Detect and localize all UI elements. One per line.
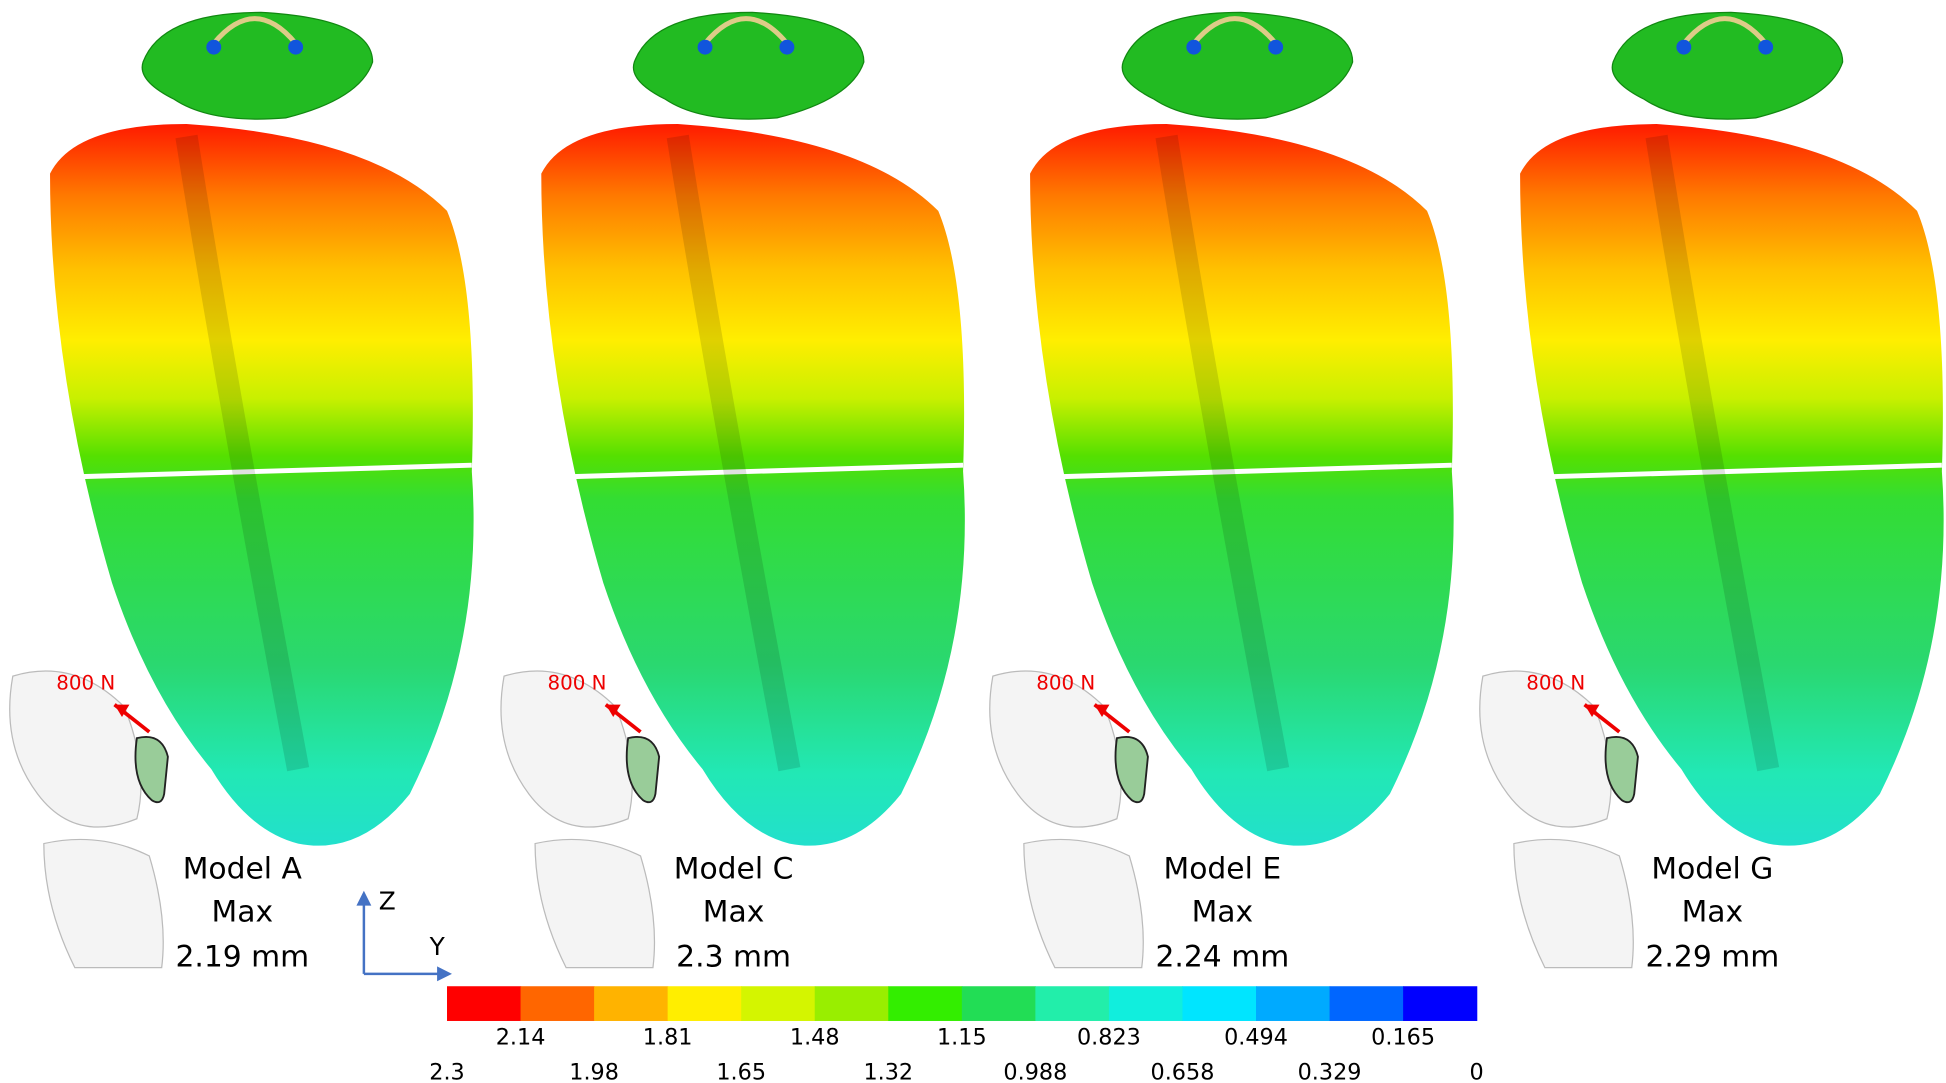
- model-panel: 800 N Model E Max 2.24 mm: [990, 12, 1454, 974]
- colorbar-label: 1.98: [569, 1059, 619, 1083]
- color-swatch: [594, 986, 669, 1021]
- color-swatch: [520, 986, 595, 1021]
- model-label: Model G: [1651, 851, 1773, 886]
- colorbar-label: 2.3: [429, 1059, 464, 1083]
- axis-label: Z: [379, 886, 396, 915]
- load-label: 800 N: [547, 672, 606, 695]
- model-panel: 800 N Model C Max 2.3 mm: [501, 12, 965, 974]
- colorbar-label: 1.15: [937, 1025, 987, 1051]
- colorbar-label: 0.165: [1371, 1025, 1435, 1051]
- models: 800 N Model A Max 2.19 mm 800 N Model C Max 2.3…: [10, 12, 1944, 974]
- max-label: Max: [1682, 895, 1744, 930]
- max-label: Max: [703, 895, 765, 930]
- model-panel: 800 N Model A Max 2.19 mm: [10, 12, 474, 974]
- colorbar-label: 0.329: [1298, 1059, 1362, 1083]
- load-label: 800 N: [1526, 672, 1585, 695]
- load-label: 800 N: [56, 672, 115, 695]
- color-swatch: [888, 986, 963, 1021]
- colorbar-label: 2.14: [496, 1025, 546, 1051]
- colorbar-label: 0.658: [1151, 1059, 1215, 1083]
- axis-triad: Z Y: [356, 886, 452, 982]
- colorbar: 2.3 2.14 1.98 1.81 1.65 1.48 1.32 1.15 0.988 0.82…: [429, 986, 1484, 1083]
- color-swatch: [814, 986, 889, 1021]
- load-label: 800 N: [1036, 672, 1095, 695]
- color-swatch: [961, 986, 1037, 1021]
- model-label: Model C: [674, 851, 794, 886]
- model-label: Model E: [1164, 851, 1282, 886]
- colorbar-label: 0.988: [1003, 1059, 1067, 1083]
- colorbar-label: 1.81: [643, 1025, 693, 1051]
- color-swatch: [1329, 986, 1404, 1021]
- axis-label: Y: [429, 932, 446, 961]
- model-render: [990, 12, 1454, 967]
- color-swatch: [447, 986, 522, 1021]
- color-swatch: [1108, 986, 1184, 1021]
- max-value: 2.29 mm: [1646, 939, 1780, 974]
- model-panel: 800 N Model G Max 2.29 mm: [1480, 12, 1944, 974]
- max-label: Max: [1192, 895, 1254, 930]
- model-render: [1480, 12, 1944, 967]
- color-swatch: [1035, 986, 1110, 1021]
- max-label: Max: [212, 895, 274, 930]
- colorbar-label: 0: [1470, 1059, 1484, 1083]
- model-label: Model A: [183, 851, 303, 886]
- model-render: [501, 12, 965, 967]
- model-render: [10, 12, 474, 967]
- max-value: 2.19 mm: [175, 939, 309, 974]
- max-value: 2.3 mm: [676, 939, 791, 974]
- colorbar-label: 0.494: [1224, 1025, 1288, 1051]
- colorbar-label: 1.65: [716, 1059, 766, 1083]
- max-value: 2.24 mm: [1155, 939, 1289, 974]
- color-swatch: [667, 986, 742, 1021]
- color-swatch: [1403, 986, 1478, 1021]
- colorbar-label: 0.823: [1077, 1025, 1141, 1051]
- color-swatch: [1256, 986, 1331, 1021]
- color-swatch: [741, 986, 816, 1021]
- colorbar-label: 1.48: [790, 1025, 840, 1051]
- colorbar-label: 1.32: [863, 1059, 913, 1083]
- color-swatch: [1182, 986, 1257, 1021]
